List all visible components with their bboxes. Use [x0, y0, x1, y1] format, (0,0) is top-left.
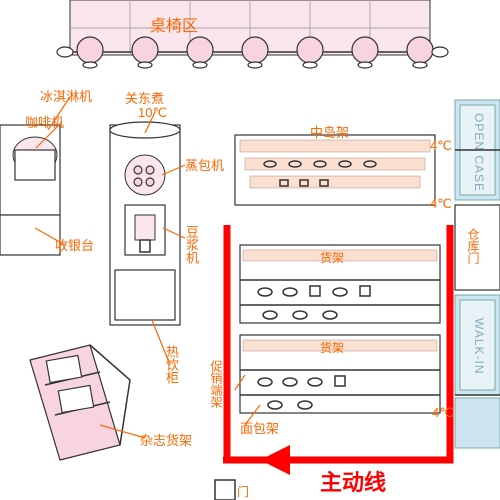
- label-door: 门: [237, 483, 249, 500]
- magazine-rack: [30, 345, 130, 460]
- label-temp3: 4℃: [432, 405, 454, 421]
- window-area: [70, 0, 430, 55]
- header-title: 桌椅区: [150, 12, 198, 36]
- label-shelf1: 货架: [320, 249, 344, 266]
- label-cashier: 收银台: [55, 235, 94, 254]
- left-counter: [0, 125, 60, 215]
- label-oden-temp: 10℃: [138, 105, 167, 121]
- label-warehouse: 仓库门: [465, 228, 482, 264]
- label-midshelf: 中岛架: [310, 122, 349, 141]
- label-walkin: WALK-IN: [472, 318, 486, 375]
- door-icon: [215, 480, 235, 500]
- label-steamer: 蒸包机: [185, 155, 224, 174]
- label-promo: 促销端架: [208, 360, 225, 408]
- equipment-tower: [110, 125, 180, 325]
- lamp-icon: [77, 37, 103, 63]
- label-bread: 面包架: [240, 418, 279, 437]
- label-shelf2: 货架: [320, 339, 344, 356]
- label-temp2: 4℃: [430, 196, 452, 212]
- label-soymilk: 豆浆机: [182, 225, 201, 264]
- label-mainline: 主动线: [320, 465, 386, 497]
- label-magazine: 杂志货架: [140, 430, 192, 449]
- goods-shelves: [240, 245, 440, 413]
- label-hotdrink: 热饮柜: [162, 345, 181, 384]
- mid-island-shelf: [235, 135, 435, 205]
- label-icecream: 冰淇淋机: [40, 86, 92, 105]
- label-coffee: 咖啡机: [25, 112, 64, 131]
- label-opencase: OPEN CASE: [472, 113, 486, 192]
- label-temp1: 4℃: [430, 138, 452, 154]
